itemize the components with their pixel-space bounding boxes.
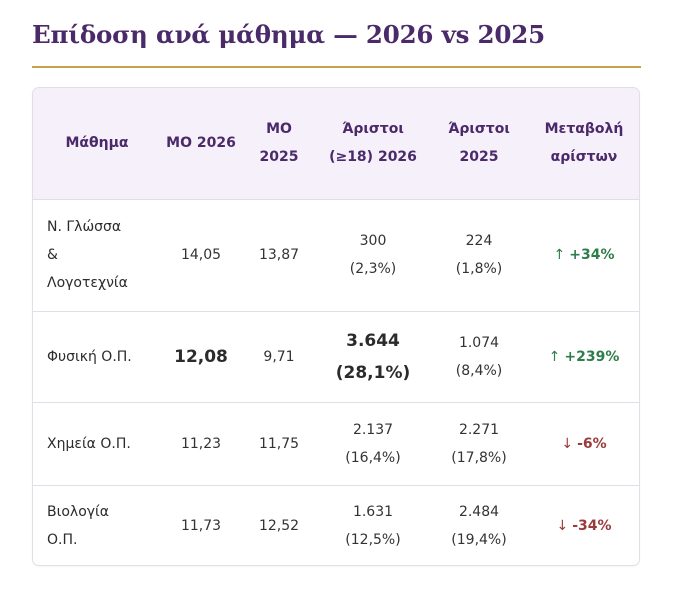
header-top-2026: Άριστοι (≥18) 2026 [317,88,429,200]
mo-2026-cell: 11,23 [161,402,241,486]
table-row: Φυσική Ο.Π. 12,08 9,71 3.644 (28,1%) 1.0… [33,311,639,403]
title-divider [32,66,641,68]
arrow-down-icon: ↓ [556,517,569,534]
table-row: Ν. Γλώσσα & Λογοτεχνία 14,05 13,87 300 (… [33,199,639,312]
subject-cell: Χημεία Ο.Π. [33,402,161,486]
mo-2026-cell: 11,73 [180,517,222,534]
top-2026-cell: 300 (2,3%) [317,199,429,312]
subject-cell: Βιολογία Ο.Π. [47,503,110,548]
mo-2026-cell: 12,08 [161,311,241,403]
header-top-2025: Άριστοι 2025 [429,88,529,200]
header-mo-2025: ΜΟ 2025 [241,88,317,200]
mo-2025-cell: 9,71 [241,311,317,403]
mo-2026-cell: 14,05 [161,199,241,312]
performance-table: Μάθημα ΜΟ 2026 ΜΟ 2025 Άριστοι (≥18) 202… [33,88,639,565]
table-row: Βιολογία Ο.Π. 11,73 12,52 1.631 (12,5%) … [33,485,639,565]
top-2025-cell: 224 (1,8%) [429,199,529,312]
mo-2025-cell: 13,87 [241,199,317,312]
mo-2025-cell: 12,52 [258,517,300,534]
top-2025-cell: 2.484 (19,4%) [451,503,507,548]
mo-2025-cell: 11,75 [241,402,317,486]
subject-cell: Ν. Γλώσσα & Λογοτεχνία [33,199,161,312]
arrow-up-icon: ↑ [553,247,566,263]
top-2026-cell: 3.644 (28,1%) [317,311,429,403]
header-mo-2026: ΜΟ 2026 [161,88,241,200]
change-cell: ↓ -6% [529,402,639,486]
top-2026-cell: 1.631 (12,5%) [345,503,401,548]
header-subject: Μάθημα [33,88,161,200]
arrow-up-icon: ↑ [548,348,561,365]
performance-table-card: Μάθημα ΜΟ 2026 ΜΟ 2025 Άριστοι (≥18) 202… [32,87,640,566]
arrow-down-icon: ↓ [561,435,574,452]
table-header-row: Μάθημα ΜΟ 2026 ΜΟ 2025 Άριστοι (≥18) 202… [33,88,639,200]
page-title: Επίδοση ανά μάθημα — 2026 vs 2025 [32,20,545,49]
top-2025-cell: 1.074 (8,4%) [429,311,529,403]
subject-cell: Φυσική Ο.Π. [33,311,161,403]
change-cell: ↑ +34% [529,199,639,312]
top-2025-cell: 2.271 (17,8%) [429,402,529,486]
change-cell: ↓ -34% [556,517,612,534]
change-cell: ↑ +239% [529,311,639,403]
table-row: Χημεία Ο.Π. 11,23 11,75 2.137 (16,4%) 2.… [33,402,639,486]
top-2026-cell: 2.137 (16,4%) [317,402,429,486]
header-change: Μεταβολή αρίστων [529,88,639,200]
